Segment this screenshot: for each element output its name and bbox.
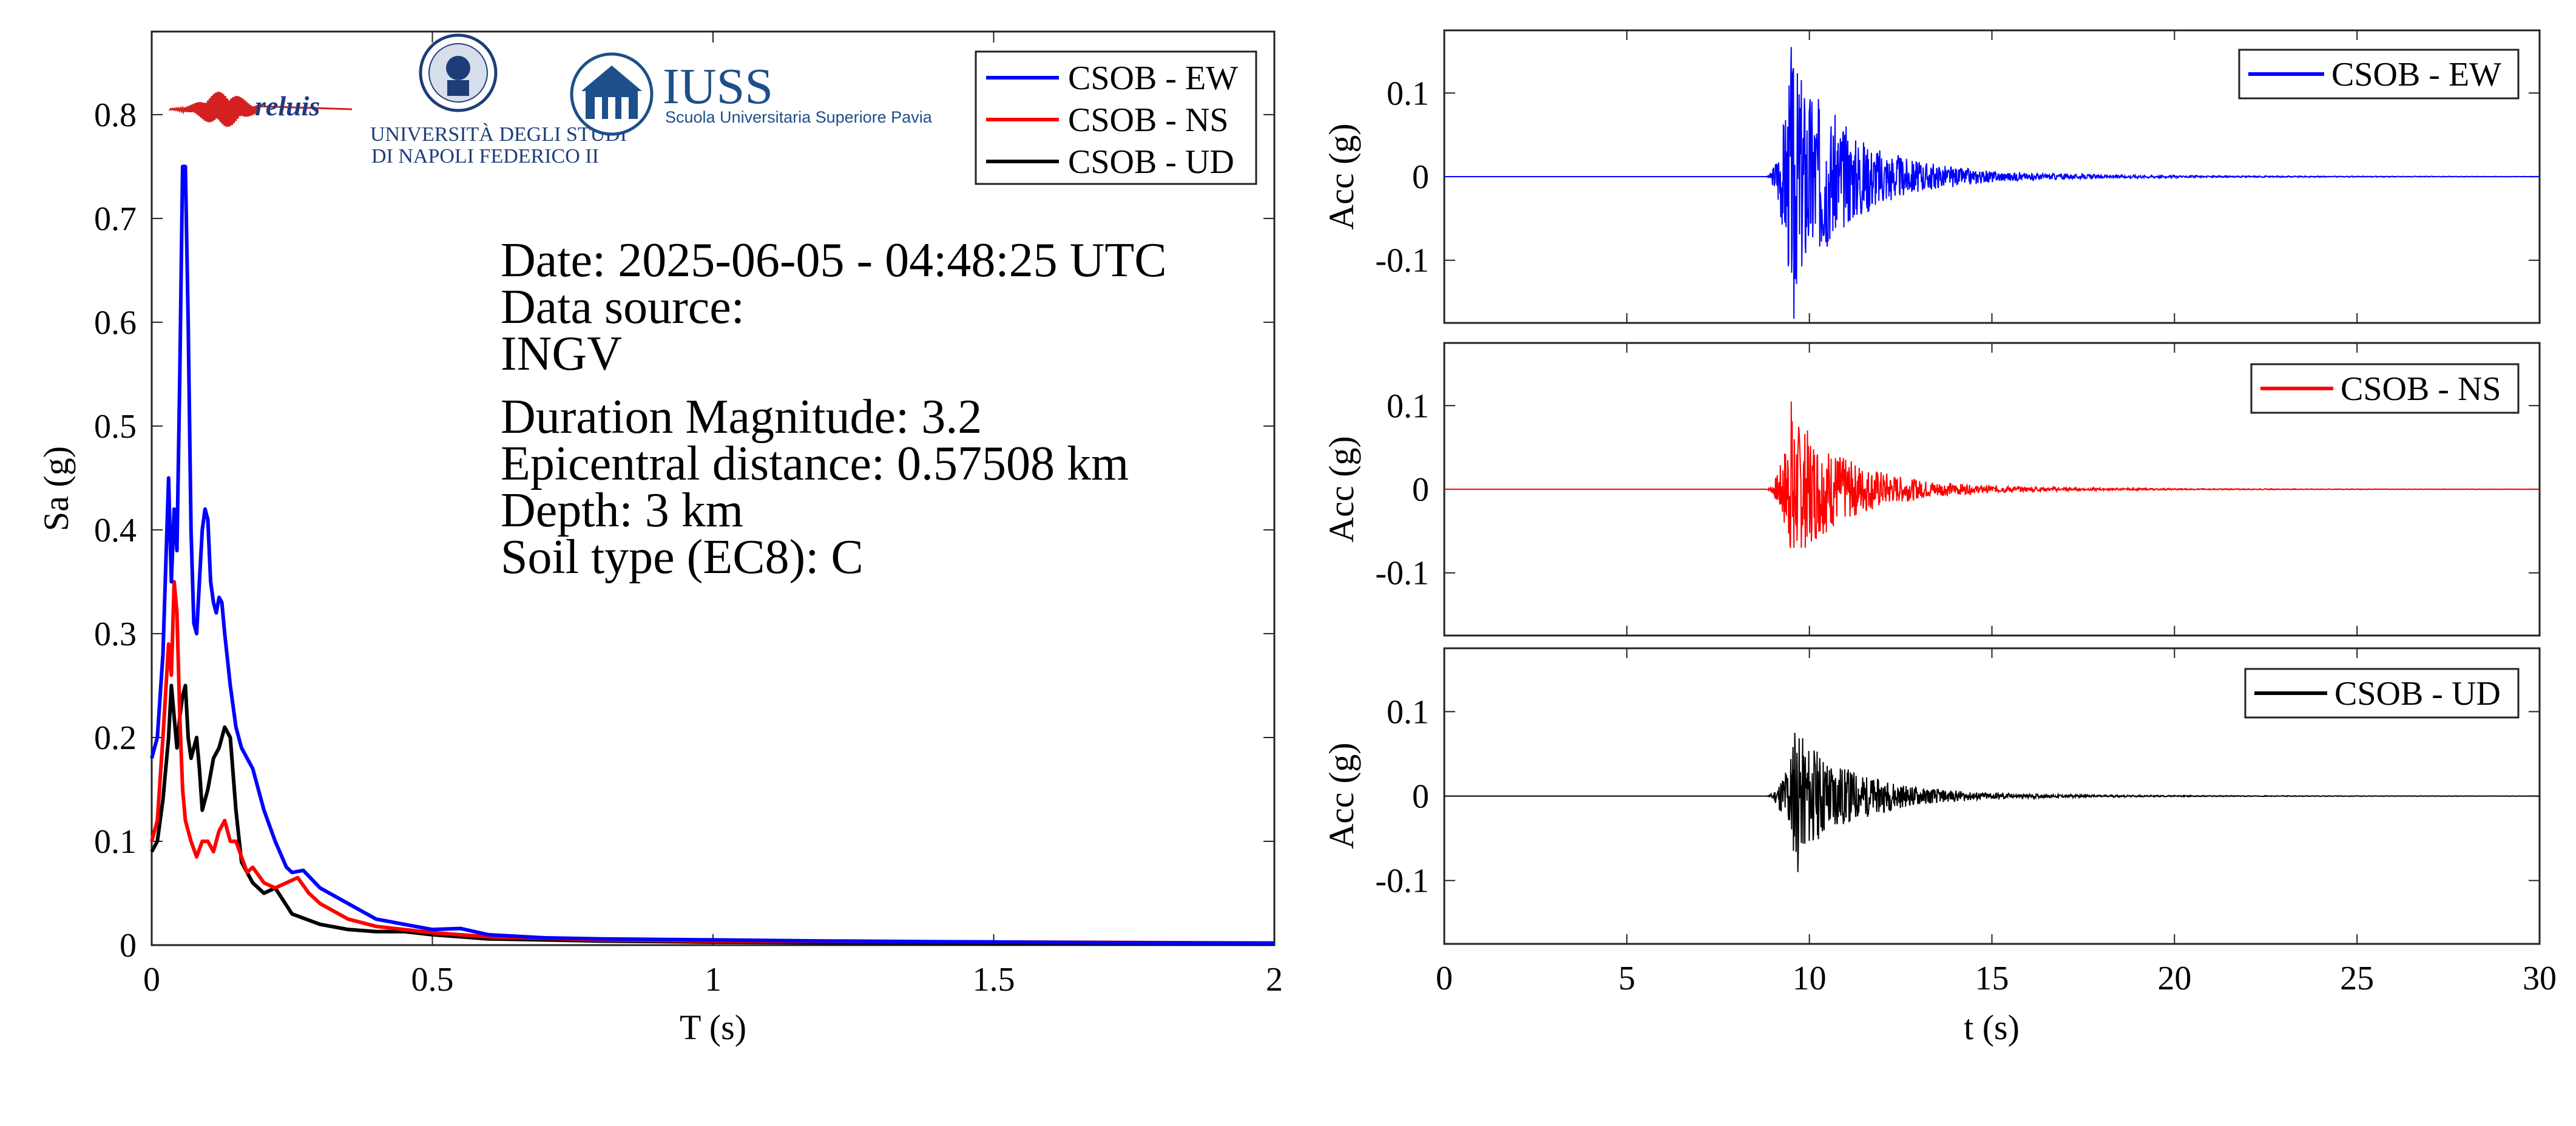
- spectrum-legend: CSOB - EW CSOB - NS CSOB - UD: [975, 50, 1257, 185]
- reluis-wave-graphic: [169, 92, 353, 127]
- spectrum-ticks: 0 0.5 1 1.5 2 0 0.1 0.2 0.3 0.4 0.5 0.6 0.7 0.8: [94, 32, 1283, 999]
- acc-ns-legend: CSOB - NS: [2250, 363, 2520, 414]
- acc-ud-y-label: Acc (g): [1322, 742, 1361, 849]
- spectrum-line-ud: [150, 683, 1275, 946]
- acc-x-tick-label: 30: [2523, 960, 2557, 997]
- unina-line-1: UNIVERSITÀ DEGLI STUDI: [370, 123, 627, 146]
- event-date: Date: 2025-06-05 - 04:48:25 UTC: [501, 234, 1167, 287]
- soil-type: Soil type (EC8): C: [501, 531, 864, 584]
- reluis-wave-line: [169, 92, 353, 127]
- spectrum-chart: 0 0.5 1 1.5 2 0 0.1 0.2 0.3 0.4 0.5 0.6 0.7 0.8 T (s)…: [36, 30, 1283, 1047]
- unina-line-2: DI NAPOLI FEDERICO II: [371, 145, 599, 168]
- spectrum-x-tick-label: 2: [1266, 961, 1283, 999]
- acc-ud-legend-label: CSOB - UD: [2334, 675, 2501, 713]
- legend-label-ns: CSOB - NS: [1068, 101, 1229, 139]
- acc-ew-y-tick-label: 0.1: [1387, 75, 1429, 112]
- acc-ud-y-tick-label: -0.1: [1375, 863, 1429, 900]
- acc-ew-legend: CSOB - EW: [2238, 49, 2520, 100]
- depth: Depth: 3 km: [501, 484, 743, 537]
- acc-ew-y-tick-label: 0: [1412, 158, 1429, 196]
- spectrum-y-tick-label: 0.6: [94, 304, 137, 342]
- acc-x-tick-label: 25: [2340, 960, 2374, 997]
- acc-ns-y-tick-label: -0.1: [1375, 555, 1429, 592]
- spectrum-x-tick-label: 0.5: [411, 961, 454, 999]
- spectrum-y-tick-label: 0.1: [94, 823, 137, 861]
- acc-x-tick-label: 20: [2157, 960, 2191, 997]
- acc-ud-trace: [1444, 733, 2540, 872]
- spectrum-y-tick-label: 0.7: [94, 200, 137, 238]
- acc-ns-y-label: Acc (g): [1322, 436, 1361, 543]
- legend-label-ud: CSOB - UD: [1068, 143, 1234, 181]
- iuss-subtitle: Scuola Universitaria Superiore Pavia: [665, 108, 933, 126]
- acc-ud-y-tick-label: 0.1: [1387, 693, 1429, 731]
- reluis-logo: reluis: [169, 90, 353, 127]
- iuss-title: IUSS: [663, 58, 773, 115]
- acc-ud-y-tick-label: 0: [1412, 778, 1429, 816]
- acc-ew-legend-label: CSOB - EW: [2331, 56, 2501, 93]
- acc-ew-y-tick-label: -0.1: [1375, 242, 1429, 280]
- data-source-label: Data source:: [501, 280, 745, 334]
- acc-ud-ticks: 0.1 0 -0.1 0 5 10 15 20 25 30: [1375, 648, 2557, 997]
- acc-ns-trace: [1444, 401, 2540, 548]
- spectrum-x-tick-label: 0: [143, 961, 160, 999]
- acc-x-tick-label: 10: [1793, 960, 1827, 997]
- acc-ew-ticks: 0.1 0 -0.1: [1375, 30, 2540, 323]
- spectrum-y-tick-label: 0.2: [94, 719, 137, 757]
- acc-x-tick-label: 15: [1975, 960, 2009, 997]
- spectrum-line-ew: [150, 164, 1274, 945]
- data-source-value: INGV: [501, 327, 622, 381]
- legend-label-ew: CSOB - EW: [1068, 59, 1238, 97]
- acc-ns-y-tick-label: 0.1: [1387, 387, 1429, 425]
- acc-ud-legend: CSOB - UD: [2244, 668, 2520, 719]
- duration-magnitude: Duration Magnitude: 3.2: [501, 390, 982, 444]
- acc-ns-y-tick-label: 0: [1412, 471, 1429, 509]
- acc-x-label: t (s): [1964, 1008, 2020, 1047]
- spectrum-y-tick-label: 0.5: [94, 408, 137, 446]
- spectrum-y-tick-label: 0.8: [94, 97, 137, 134]
- spectrum-y-label: Sa (g): [36, 446, 76, 531]
- spectrum-line-ns: [150, 580, 1275, 945]
- event-info: Date: 2025-06-05 - 04:48:25 UTC Data sou…: [501, 234, 1167, 584]
- spectrum-x-label: T (s): [680, 1008, 746, 1047]
- spectrum-x-tick-label: 1.5: [973, 961, 1015, 999]
- reluis-logo-text: reluis: [255, 90, 320, 121]
- unina-logo: UNIVERSITÀ DEGLI STUDI DI NAPOLI FEDERIC…: [370, 33, 627, 168]
- spectrum-y-tick-label: 0.4: [94, 512, 137, 549]
- acc-ns-legend-label: CSOB - NS: [2341, 370, 2501, 408]
- acc-ew-trace: [1444, 47, 2540, 319]
- acc-x-tick-label: 5: [1618, 960, 1635, 997]
- acc-ew-y-label: Acc (g): [1322, 123, 1361, 230]
- iuss-logo: IUSS Scuola Universitaria Superiore Pavi…: [570, 52, 933, 136]
- spectrum-lines: [150, 164, 1275, 946]
- acc-x-tick-label: 0: [1436, 960, 1453, 997]
- spectrum-x-tick-label: 1: [705, 961, 722, 999]
- acceleration-ns-chart: 0.1 0 -0.1 Acc (g) CSOB - NS: [1322, 342, 2541, 637]
- acceleration-ud-chart: 0.1 0 -0.1 0 5 10 15 20 25 30 Acc (g) CSOB - UD t…: [1322, 647, 2557, 1047]
- spectrum-y-tick-label: 0: [120, 927, 137, 965]
- epicentral-distance: Epicentral distance: 0.57508 km: [501, 437, 1129, 490]
- acceleration-ew-chart: 0.1 0 -0.1 Acc (g) CSOB - EW: [1322, 29, 2541, 324]
- spectrum-y-tick-label: 0.3: [94, 616, 137, 653]
